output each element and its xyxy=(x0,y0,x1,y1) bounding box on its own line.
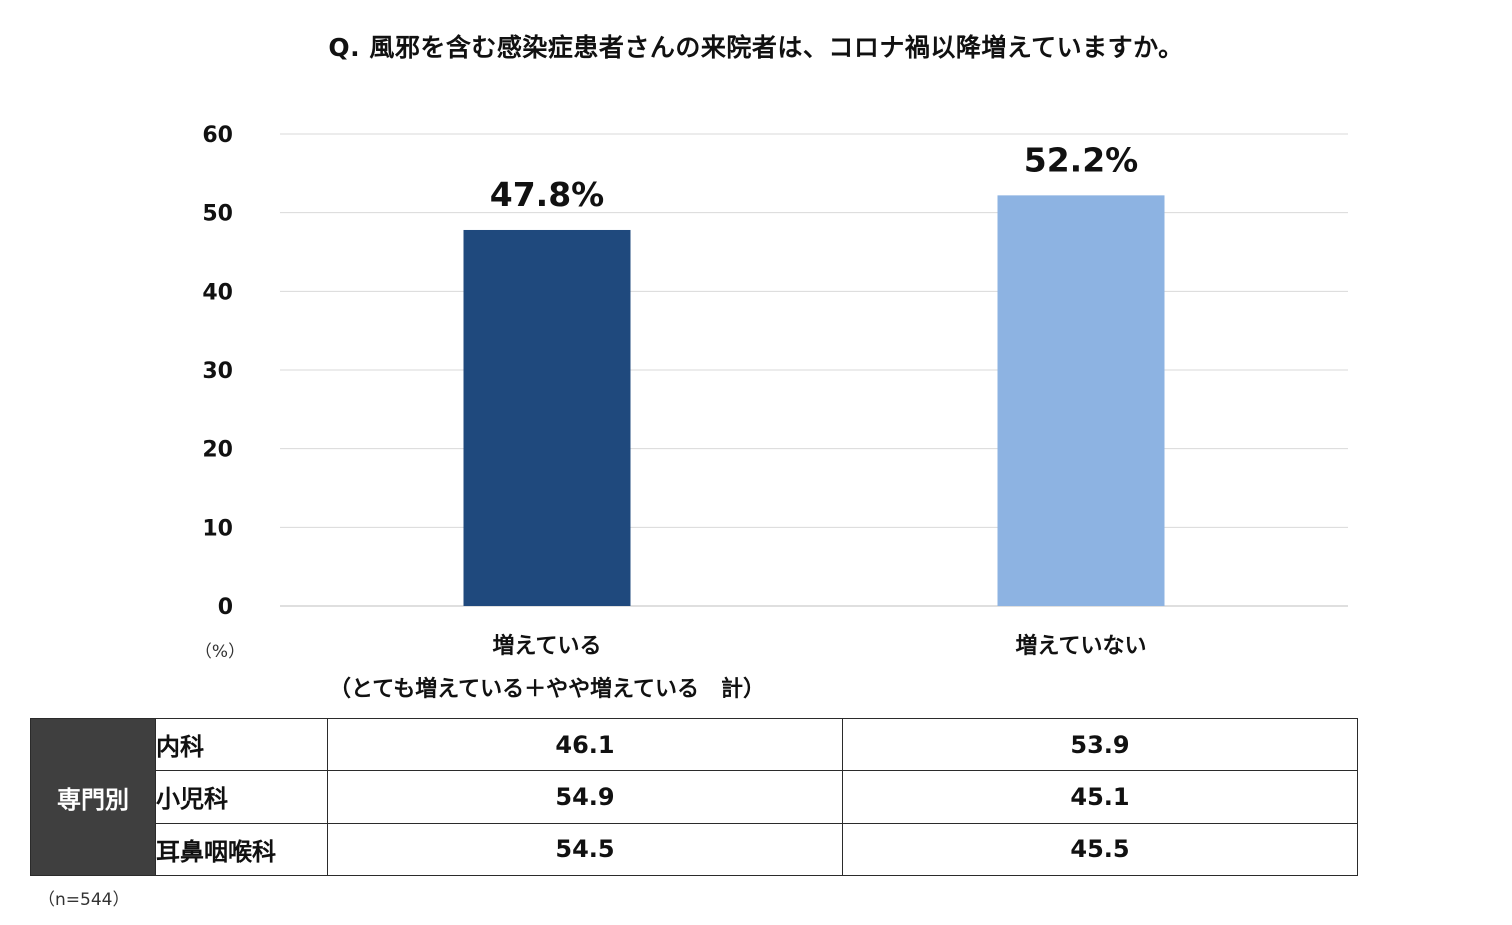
y-tick-label: 10 xyxy=(202,516,233,541)
chart-title: Q. 風邪を含む感染症患者さんの来院者は、コロナ禍以降増えていますか。 xyxy=(328,33,1184,62)
bar xyxy=(463,229,631,606)
specialty-table: 専門別 内科 46.1 53.9 小児科 54.9 45.1 耳鼻咽喉科 54.… xyxy=(30,717,1358,877)
table-row: 小児科 54.9 45.1 xyxy=(31,770,1358,824)
y-tick-label: 30 xyxy=(202,359,233,384)
data-label: 52.2% xyxy=(1024,140,1139,179)
table-row: 耳鼻咽喉科 54.5 45.5 xyxy=(31,822,1358,877)
y-tick-label: 40 xyxy=(202,280,233,305)
table-cell: 45.1 xyxy=(842,770,1358,824)
bar-chart: 0 10 20 30 40 50 60 （%） 47.8% 増えている （とても増えている＋やや増え… xyxy=(195,123,1348,702)
y-axis-unit-label: （%） xyxy=(195,642,245,662)
y-tick-label: 0 xyxy=(218,595,233,620)
group-label: 専門別 xyxy=(30,718,156,876)
table-cell: 54.5 xyxy=(327,822,843,877)
table-cell: 54.9 xyxy=(327,770,843,824)
row-label: 小児科 xyxy=(155,770,328,824)
table-cell: 45.5 xyxy=(842,822,1358,877)
bar xyxy=(997,195,1165,607)
table-cell: 46.1 xyxy=(327,717,843,772)
sample-size-note: （n=544） xyxy=(38,890,130,910)
y-tick-label: 60 xyxy=(202,123,233,148)
data-label: 47.8% xyxy=(490,175,605,214)
y-tick-label: 50 xyxy=(202,202,233,227)
row-label: 内科 xyxy=(155,717,328,772)
x-tick-label: 増えていない xyxy=(1016,633,1147,659)
row-label: 耳鼻咽喉科 xyxy=(155,822,328,877)
table-row: 専門別 内科 46.1 53.9 xyxy=(30,717,1358,876)
table-cell: 53.9 xyxy=(842,717,1358,772)
y-tick-label: 20 xyxy=(202,438,233,463)
x-tick-label: 増えている xyxy=(493,633,602,659)
x-tick-label: （とても増えている＋やや増えている 計） xyxy=(329,676,765,702)
